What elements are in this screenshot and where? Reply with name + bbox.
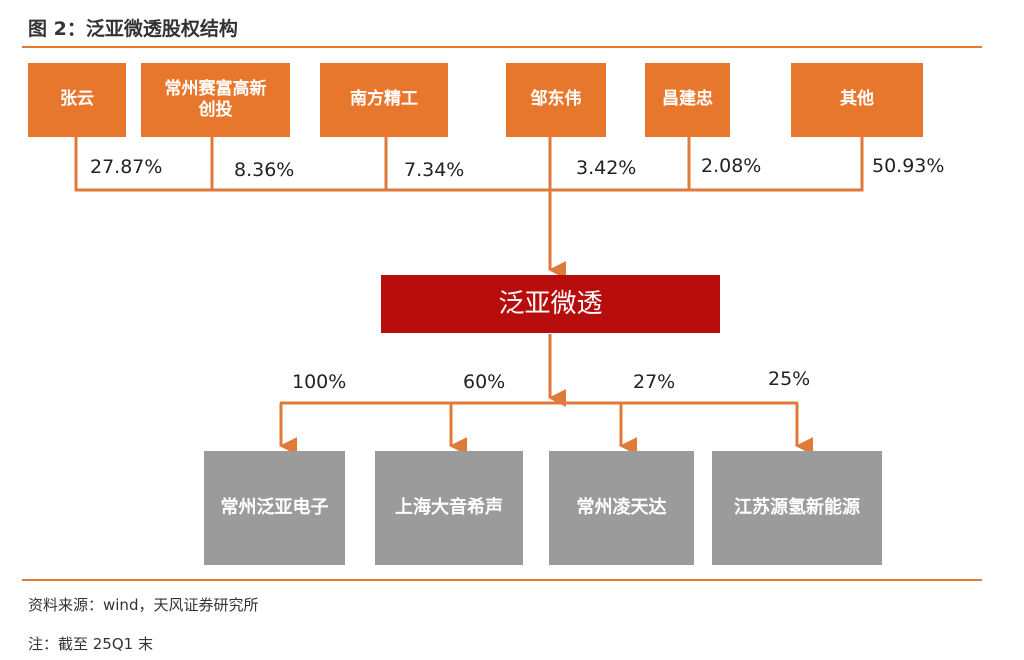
shareholder-box: 邹东伟 (506, 63, 606, 137)
shareholder-box: 常州赛富高新创投 (141, 63, 290, 137)
subsidiary-name: 常州泛亚电子 (220, 496, 329, 518)
holding-pct: 60% (463, 371, 506, 393)
shareholder-box: 昌建忠 (645, 63, 730, 137)
shareholder-box: 张云 (28, 63, 126, 137)
holding-pct: 25% (768, 368, 811, 390)
shareholder-name: 邹东伟 (530, 89, 582, 110)
holding-pct: 27% (633, 371, 676, 393)
subsidiary-name: 江苏源氢新能源 (734, 496, 860, 518)
ownership-pct: 8.36% (234, 159, 295, 181)
bottom-rule (22, 579, 982, 581)
ownership-pct: 7.34% (404, 159, 465, 181)
subsidiary-name: 常州凌天达 (576, 496, 667, 518)
figure-title: 图 2：泛亚微透股权结构 (28, 18, 238, 40)
subsidiary-name: 上海大音希声 (395, 496, 503, 518)
shareholder-name: 常州赛富高新创投 (164, 78, 267, 120)
shareholder-name: 昌建忠 (662, 89, 713, 110)
shareholder-name: 南方精工 (350, 89, 418, 110)
shareholder-name: 其他 (840, 89, 874, 110)
holding-pct: 100% (292, 371, 347, 393)
center-company-box: 泛亚微透 (381, 275, 720, 333)
shareholder-name: 张云 (60, 89, 94, 110)
subsidiary-box: 上海大音希声 (375, 451, 523, 565)
center-company-name: 泛亚微透 (498, 288, 603, 319)
ownership-pct: 50.93% (872, 155, 945, 177)
subsidiary-box: 常州泛亚电子 (204, 451, 345, 565)
source-note: 资料来源：wind，天风证券研究所 (28, 596, 259, 614)
ownership-pct: 3.42% (576, 157, 637, 179)
ownership-pct: 27.87% (90, 156, 163, 178)
shareholder-box: 南方精工 (320, 63, 448, 137)
subsidiary-box: 常州凌天达 (549, 451, 694, 565)
ownership-pct: 2.08% (701, 155, 762, 177)
top-rule (22, 46, 982, 48)
footnote: 注：截至 25Q1 末 (28, 635, 153, 653)
subsidiary-box: 江苏源氢新能源 (712, 451, 882, 565)
shareholder-box: 其他 (791, 63, 923, 137)
